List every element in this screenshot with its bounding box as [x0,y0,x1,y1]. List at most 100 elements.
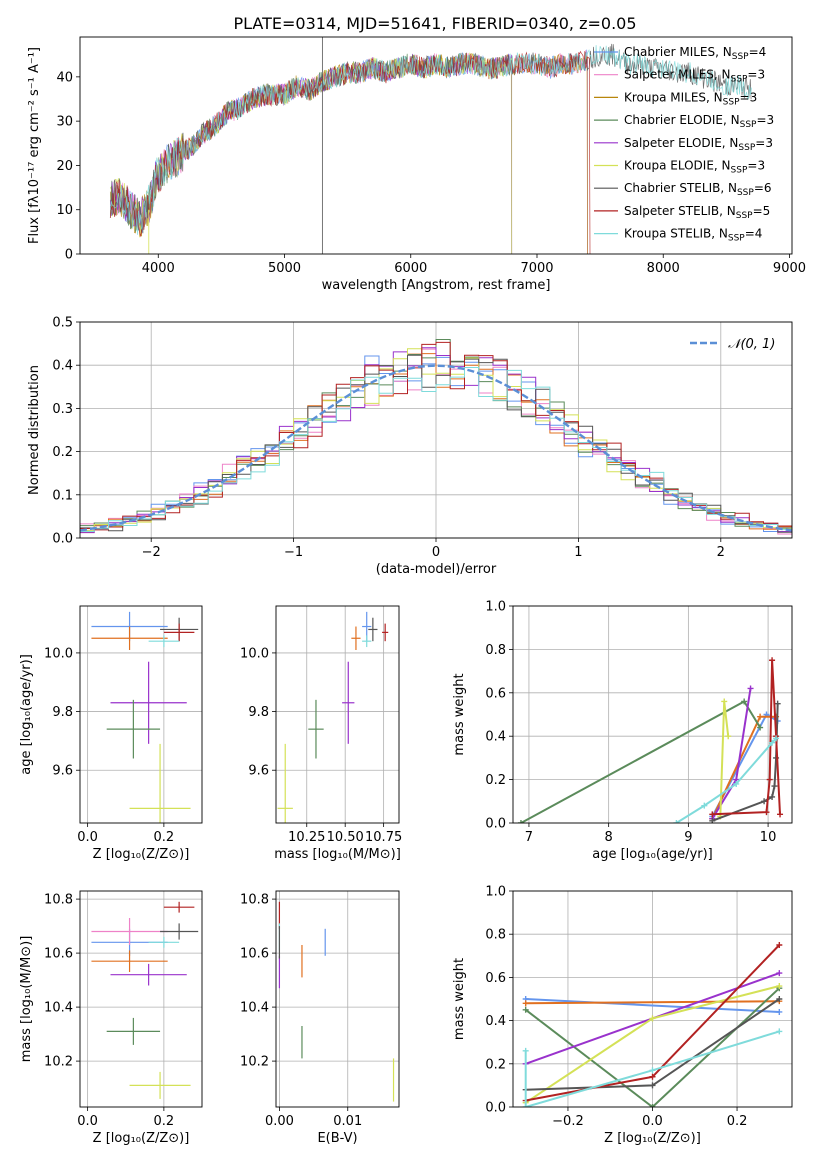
data-point [148,936,180,948]
legend-label: Salpeter STELIB, NSSP=5 [624,204,770,221]
legend-label: Kroupa STELIB, NSSP=4 [624,227,762,244]
weight-marker [769,739,776,746]
y-tick-label: 0.6 [485,686,506,701]
plot-area-mass-vs-Z [91,901,199,1099]
x-tick-label: 10.25 [288,830,325,845]
x-tick-label: 0.2 [727,1114,748,1129]
y-tick-label: 1.0 [485,600,506,615]
histogram-series [80,367,792,532]
histogram-series [80,348,792,531]
weight-marker [522,1104,529,1107]
x-tick-label: 10 [760,830,777,845]
y-tick-label: 0.8 [485,928,506,943]
legend-label: 𝒩(0, 1) [728,337,775,352]
legend: 𝒩(0, 1) [690,337,775,352]
weight-marker [769,793,776,800]
x-tick-label: −0.2 [552,1114,584,1129]
y-axis-label: mass weight [452,673,467,755]
x-tick-label: 8000 [647,261,680,276]
legend-label: Kroupa ELODIE, NSSP=3 [624,159,765,176]
axes-frame [79,605,203,824]
y-tick-label: 0.5 [52,316,73,331]
weight-marker [771,783,778,790]
weight-marker [721,698,728,705]
axes-frame [79,36,793,255]
weight-marker [777,811,784,818]
data-point [308,699,324,759]
plot-area-age-vs-mass [277,611,389,823]
histogram-series [80,354,792,533]
weight-marker [773,735,780,742]
weight-marker [649,1104,656,1107]
y-axis-label: mass weight [452,958,467,1040]
weight-marker [522,1047,529,1054]
y-tick-label: 0.3 [52,402,73,417]
data-point [351,626,361,650]
x-tick-label: 2 [717,545,725,560]
weight-marker [763,809,770,816]
legend-label: Kroupa MILES, NSSP=3 [624,90,757,107]
y-axis-label: mass [log₁₀(M/M⊙)] [19,936,34,1063]
x-tick-label: 0.2 [154,1114,175,1129]
data-point [277,743,293,823]
x-tick-label: 5000 [268,261,301,276]
y-tick-label: 10.8 [240,893,269,908]
y-tick-label: 0.1 [52,488,73,503]
data-point [110,661,187,744]
weight-marker [776,996,783,1002]
data-point [148,635,180,648]
axes-frame [79,321,793,539]
plot-area-weight-vs-Z [522,942,783,1107]
weight-series-line [712,660,781,816]
weight-marker [757,724,764,731]
x-axis-label: (data-model)/error [376,562,497,577]
axes-frame [512,605,793,824]
weight-marker [776,1028,783,1035]
weight-marker [761,798,768,805]
legend: Chabrier MILES, NSSP=4 Salpeter MILES, NS… [594,45,774,244]
data-point [362,635,372,648]
weight-marker [776,942,783,948]
y-tick-label: 20 [56,159,73,174]
axes-frame [79,890,203,1108]
normal-reference-line [80,364,792,532]
weight-marker [649,1015,656,1022]
weight-marker [522,1006,529,1013]
axes-frame [512,890,793,1108]
x-axis-label: Z [log₁₀(Z/Z⊙)] [604,1131,701,1146]
data-point [160,923,199,940]
y-tick-label: 10.8 [44,893,73,908]
x-tick-label: 10.75 [365,830,402,845]
x-tick-label: 0.00 [265,1114,294,1129]
y-tick-label: 0.4 [485,1014,506,1029]
weight-marker [649,1067,656,1074]
panel-age-vs-mass: 10.25 10.50 10.75 9.6 9.8 10.0 mass [log₁₀(M/M… [240,605,402,862]
x-tick-label: 1 [574,545,582,560]
weight-series-line [525,998,780,1013]
weight-marker [649,1082,656,1089]
y-tick-label: 9.6 [52,764,73,779]
y-tick-label: 30 [56,115,73,130]
x-tick-label: −2 [142,545,161,560]
y-tick-label: 0.8 [485,643,506,658]
histogram-series [80,347,792,534]
weight-series-line [524,1030,780,1107]
data-point [382,623,389,642]
y-tick-label: 10.0 [240,646,269,661]
y-tick-label: 0.0 [52,532,73,547]
x-tick-label: 0.0 [77,830,98,845]
y-tick-label: 0.2 [485,773,506,788]
y-tick-label: 10.4 [240,1001,269,1016]
y-tick-label: 10.6 [44,947,73,962]
x-axis-label: Z [log₁₀(Z/Z⊙)] [93,847,190,862]
legend-label: Salpeter ELODIE, NSSP=3 [624,136,773,153]
x-tick-label: 0.0 [642,1114,663,1129]
weight-marker [776,983,783,990]
spectrum-line [109,45,752,235]
panel-weight-vs-Z: −0.2 0.0 0.2 0.0 0.2 0.4 0.6 0.8 1.0 Z [log₁₀(Z/Z… [452,885,793,1146]
plot-area-mass-vs-EBV [278,901,395,1102]
y-tick-label: 0 [65,248,73,263]
plot-area-weight-vs-age [517,657,784,823]
weight-marker [517,820,524,823]
